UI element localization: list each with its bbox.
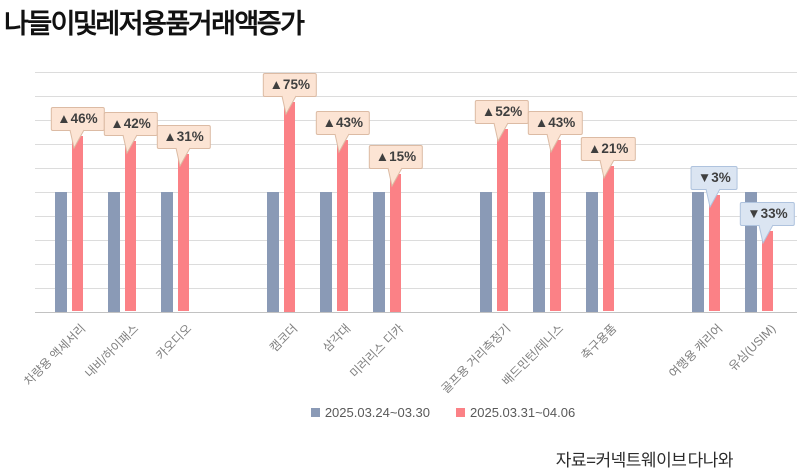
bar-previous-week — [479, 191, 492, 312]
bar-current-week — [337, 139, 349, 312]
legend-label-series2: 2025.03.31~04.06 — [470, 405, 576, 420]
bar-previous-week — [161, 191, 174, 312]
callout-tail — [493, 122, 509, 143]
callout-tail — [122, 134, 137, 155]
change-callout: ▲46% — [50, 107, 105, 132]
bar-previous-week — [585, 191, 598, 312]
x-axis-line — [35, 311, 797, 313]
bar-current-week — [72, 136, 83, 312]
legend-swatch-series2 — [456, 408, 465, 417]
source-credit: 자료=커넥트웨이브 다나와 — [555, 451, 734, 470]
change-callout: ▼3% — [690, 166, 738, 191]
x-axis-label: 미러리스 디카 — [347, 321, 407, 381]
bar-current-week — [178, 154, 190, 312]
grid-line — [35, 287, 797, 289]
grid-line — [35, 215, 797, 217]
change-callout: ▲43% — [315, 110, 371, 135]
legend-label-series1: 2025.03.24~03.30 — [324, 405, 430, 420]
callout-tail — [334, 133, 350, 154]
change-callout: ▲42% — [103, 112, 158, 137]
grid-line — [35, 263, 797, 265]
grid-line — [35, 119, 797, 121]
callout-tail — [387, 167, 403, 187]
change-callout: ▲75% — [262, 72, 317, 97]
legend-item-previous-week: 2025.03.24~03.30 — [310, 405, 430, 420]
legend-item-current-week: 2025.03.31~04.06 — [456, 405, 575, 420]
callout-tail — [175, 148, 191, 168]
bar-current-week — [496, 129, 508, 312]
change-callout: ▲43% — [527, 110, 583, 135]
bar-current-week — [390, 173, 402, 312]
bar-current-week — [761, 231, 773, 312]
change-callout: ▲15% — [368, 144, 424, 169]
bar-current-week — [125, 141, 137, 312]
change-callout: ▲31% — [156, 125, 211, 150]
bar-previous-week — [267, 191, 280, 312]
bar-current-week — [602, 166, 614, 312]
legend-swatch-series1 — [310, 408, 320, 417]
change-callout: ▼33% — [740, 202, 795, 227]
callout-tail — [705, 188, 721, 209]
bar-previous-week — [373, 191, 386, 312]
grid-line — [35, 95, 797, 97]
bar-previous-week — [108, 191, 121, 312]
grid-line — [35, 143, 797, 145]
bar-previous-week — [55, 191, 67, 312]
bar-current-week — [284, 101, 296, 312]
bar-previous-week — [320, 191, 333, 312]
grid-line — [35, 191, 797, 193]
bar-current-week — [708, 195, 720, 312]
callout-tail — [599, 160, 615, 180]
callout-tail — [69, 130, 84, 150]
bar-previous-week — [691, 191, 704, 312]
callout-tail — [546, 133, 562, 154]
grid-line — [35, 239, 797, 241]
bar-current-week — [549, 139, 561, 312]
bar-previous-week — [532, 191, 545, 312]
callout-tail — [758, 224, 774, 245]
change-callout: ▲52% — [474, 100, 530, 125]
legend: 2025.03.24~03.30 2025.03.31~04.06 — [43, 405, 800, 420]
grid-line — [35, 71, 797, 73]
change-callout: ▲21% — [580, 137, 636, 162]
callout-tail — [281, 95, 297, 115]
chart-title: 나들이 및 레저용품 거래액 증가 — [4, 9, 305, 39]
